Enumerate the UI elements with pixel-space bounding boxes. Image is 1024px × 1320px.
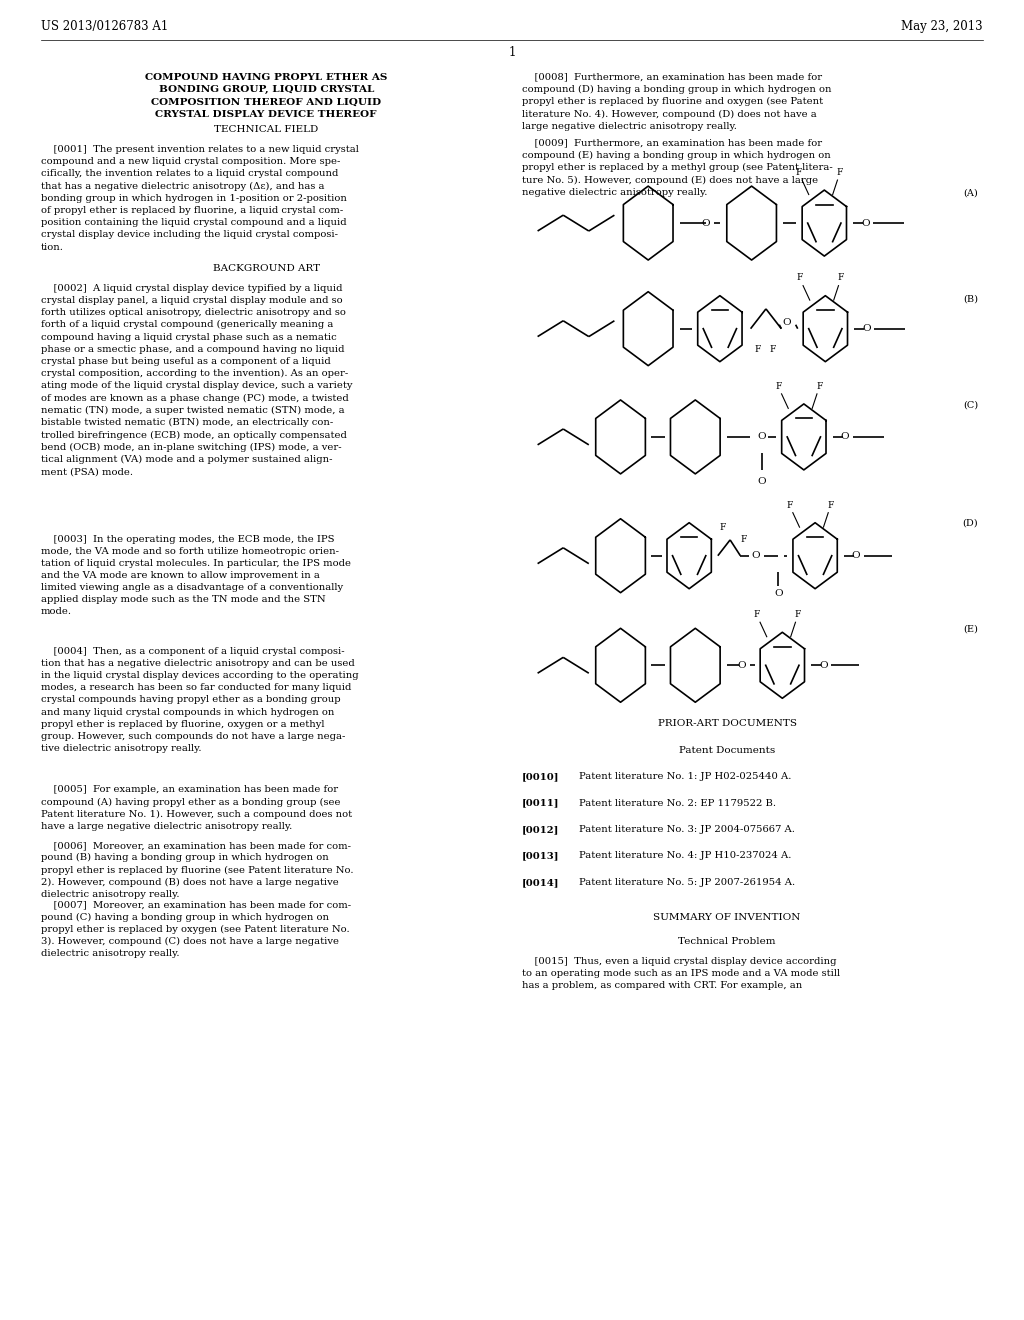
Text: (A): (A) (964, 189, 978, 198)
Text: May 23, 2013: May 23, 2013 (901, 20, 983, 33)
Text: O: O (862, 325, 870, 333)
Text: F: F (797, 273, 803, 282)
Text: F: F (755, 345, 761, 354)
Text: [0008]  Furthermore, an examination has been made for
compound (D) having a bond: [0008] Furthermore, an examination has b… (522, 73, 831, 131)
Text: O: O (852, 552, 860, 560)
Text: O: O (861, 219, 869, 227)
Text: Patent Documents: Patent Documents (679, 746, 775, 755)
Text: [0012]: [0012] (522, 825, 559, 834)
Text: [0015]  Thus, even a liquid crystal display device according
to an operating mod: [0015] Thus, even a liquid crystal displ… (522, 957, 841, 990)
Text: [0002]  A liquid crystal display device typified by a liquid
crystal display pan: [0002] A liquid crystal display device t… (41, 284, 352, 477)
Text: 1: 1 (508, 46, 516, 59)
Text: Patent literature No. 3: JP 2004-075667 A.: Patent literature No. 3: JP 2004-075667 … (579, 825, 795, 834)
Text: Patent literature No. 4: JP H10-237024 A.: Patent literature No. 4: JP H10-237024 A… (579, 851, 791, 861)
Text: BACKGROUND ART: BACKGROUND ART (213, 264, 319, 273)
Text: O: O (758, 433, 766, 441)
Text: O: O (819, 661, 827, 669)
Text: [0010]: [0010] (522, 772, 560, 781)
Text: [0003]  In the operating modes, the ECB mode, the IPS
mode, the VA mode and so f: [0003] In the operating modes, the ECB m… (41, 535, 351, 616)
Text: F: F (796, 168, 802, 177)
Text: [0005]  For example, an examination has been made for
compound (A) having propyl: [0005] For example, an examination has b… (41, 785, 352, 832)
Text: F: F (770, 345, 776, 354)
Text: F: F (827, 500, 834, 510)
Text: TECHNICAL FIELD: TECHNICAL FIELD (214, 125, 318, 135)
Text: Patent literature No. 2: EP 1179522 B.: Patent literature No. 2: EP 1179522 B. (579, 799, 775, 808)
Text: F: F (786, 500, 793, 510)
Text: F: F (775, 381, 781, 391)
Text: [0011]: [0011] (522, 799, 560, 808)
Text: F: F (837, 168, 843, 177)
Text: O: O (774, 589, 782, 598)
Text: Patent literature No. 5: JP 2007-261954 A.: Patent literature No. 5: JP 2007-261954 … (579, 878, 795, 887)
Text: (E): (E) (963, 624, 978, 634)
Text: [0009]  Furthermore, an examination has been made for
compound (E) having a bond: [0009] Furthermore, an examination has b… (522, 139, 833, 197)
Text: [0004]  Then, as a component of a liquid crystal composi-
tion that has a negati: [0004] Then, as a component of a liquid … (41, 647, 358, 752)
Text: COMPOUND HAVING PROPYL ETHER AS
BONDING GROUP, LIQUID CRYSTAL
COMPOSITION THEREO: COMPOUND HAVING PROPYL ETHER AS BONDING … (145, 73, 387, 119)
Text: PRIOR-ART DOCUMENTS: PRIOR-ART DOCUMENTS (657, 719, 797, 729)
Text: F: F (816, 381, 822, 391)
Text: F: F (720, 523, 726, 532)
Text: (D): (D) (963, 519, 978, 528)
Text: SUMMARY OF INVENTION: SUMMARY OF INVENTION (653, 913, 801, 923)
Text: O: O (758, 477, 766, 486)
Text: O: O (701, 219, 710, 227)
Text: O: O (737, 661, 745, 669)
Text: [0001]  The present invention relates to a new liquid crystal
compound and a new: [0001] The present invention relates to … (41, 145, 358, 252)
Text: F: F (795, 610, 801, 619)
Text: [0013]: [0013] (522, 851, 560, 861)
Text: F: F (838, 273, 844, 282)
Text: O: O (841, 433, 849, 441)
Text: (B): (B) (963, 294, 978, 304)
Text: (C): (C) (963, 400, 978, 409)
Text: Patent literature No. 1: JP H02-025440 A.: Patent literature No. 1: JP H02-025440 A… (579, 772, 791, 781)
Text: F: F (740, 536, 746, 544)
Text: F: F (754, 610, 760, 619)
Text: [0006]  Moreover, an examination has been made for com-
pound (B) having a bondi: [0006] Moreover, an examination has been… (41, 841, 353, 899)
Text: O: O (752, 552, 760, 560)
Text: US 2013/0126783 A1: US 2013/0126783 A1 (41, 20, 168, 33)
Text: O: O (782, 318, 791, 326)
Text: Technical Problem: Technical Problem (678, 937, 776, 946)
Text: [0007]  Moreover, an examination has been made for com-
pound (C) having a bondi: [0007] Moreover, an examination has been… (41, 900, 351, 958)
Text: [0014]: [0014] (522, 878, 560, 887)
